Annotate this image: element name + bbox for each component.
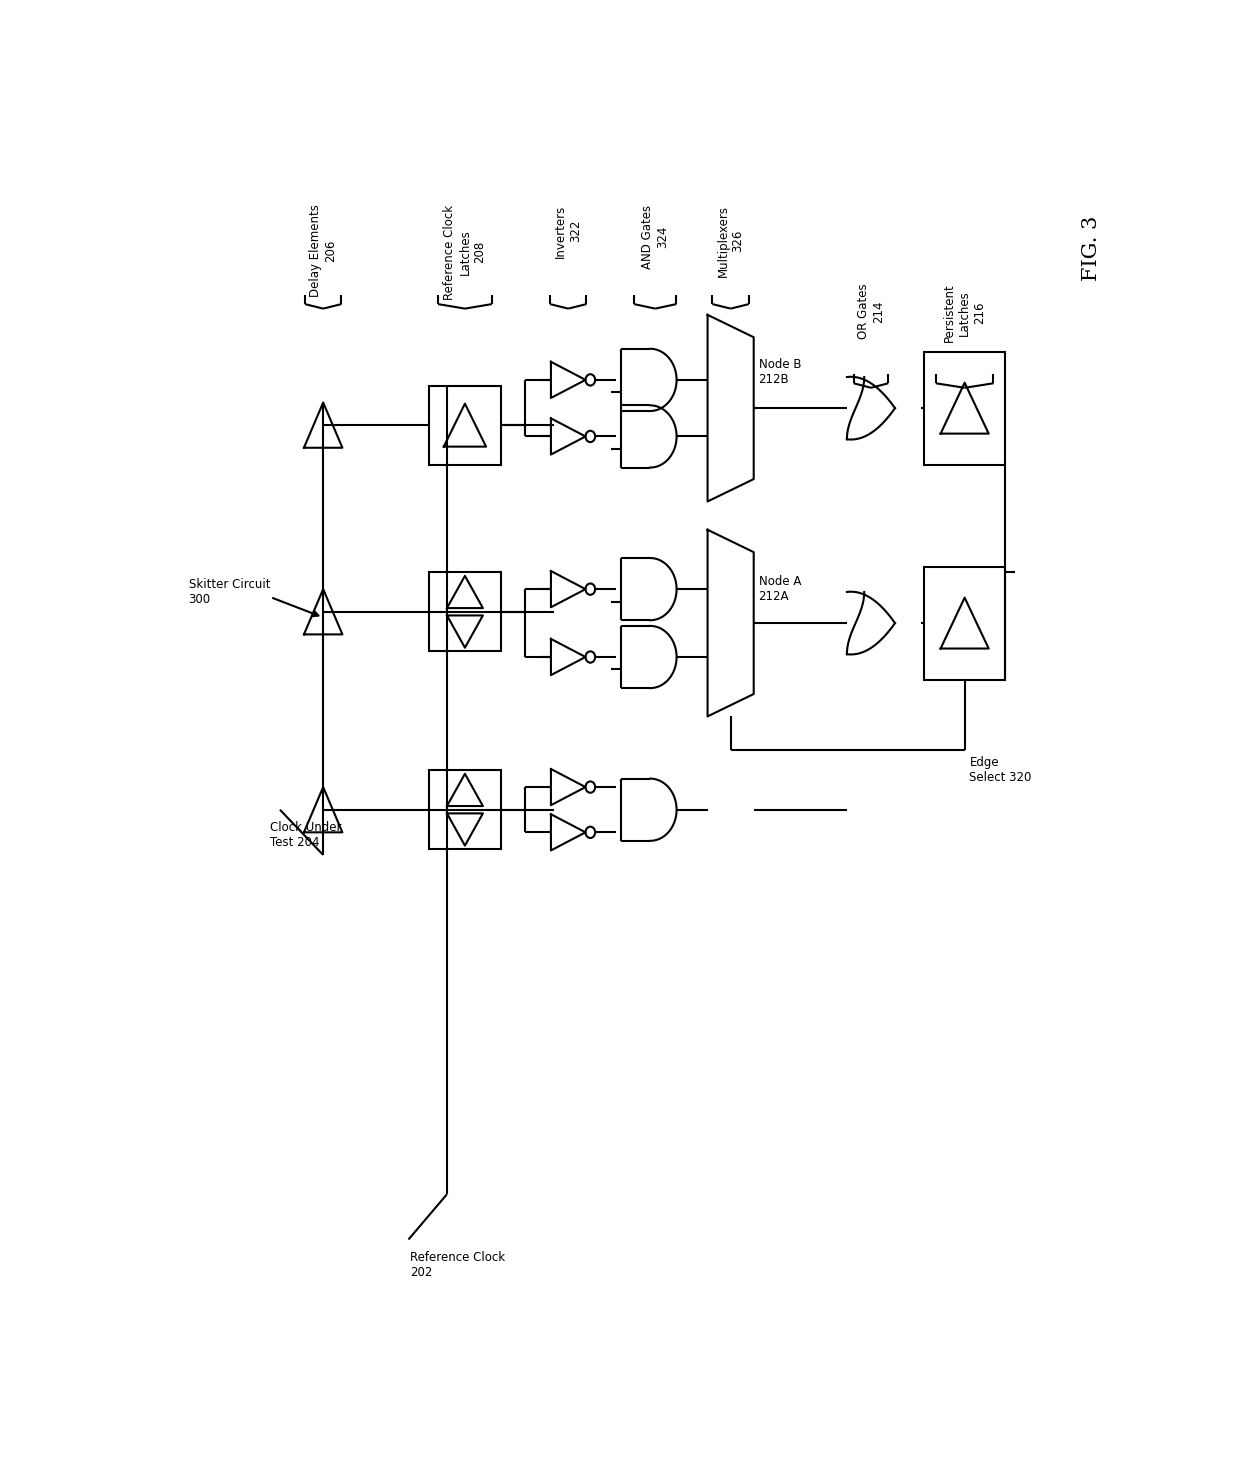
Bar bbox=[429, 385, 501, 464]
Text: Inverters
322: Inverters 322 bbox=[554, 204, 583, 257]
Text: Skitter Circuit
300: Skitter Circuit 300 bbox=[188, 577, 270, 605]
Text: Node B
212B: Node B 212B bbox=[759, 357, 801, 385]
Text: AND Gates
324: AND Gates 324 bbox=[641, 204, 670, 269]
Text: Node A
212A: Node A 212A bbox=[759, 574, 801, 602]
Bar bbox=[924, 351, 1006, 464]
Text: Delay Elements
206: Delay Elements 206 bbox=[309, 204, 337, 297]
Text: Persistent
Latches
216: Persistent Latches 216 bbox=[944, 284, 986, 342]
Text: FIG. 3: FIG. 3 bbox=[1083, 216, 1101, 281]
Text: OR Gates
214: OR Gates 214 bbox=[857, 284, 885, 339]
Text: Multiplexers
326: Multiplexers 326 bbox=[717, 204, 745, 276]
Bar bbox=[429, 770, 501, 849]
Text: Edge
Select 320: Edge Select 320 bbox=[970, 757, 1032, 784]
Text: Clock Under
Test 204: Clock Under Test 204 bbox=[270, 821, 342, 849]
Text: Reference Clock
202: Reference Clock 202 bbox=[410, 1252, 506, 1279]
Text: Reference Clock
Latches
208: Reference Clock Latches 208 bbox=[444, 204, 486, 300]
Bar bbox=[429, 573, 501, 651]
Bar bbox=[924, 567, 1006, 680]
